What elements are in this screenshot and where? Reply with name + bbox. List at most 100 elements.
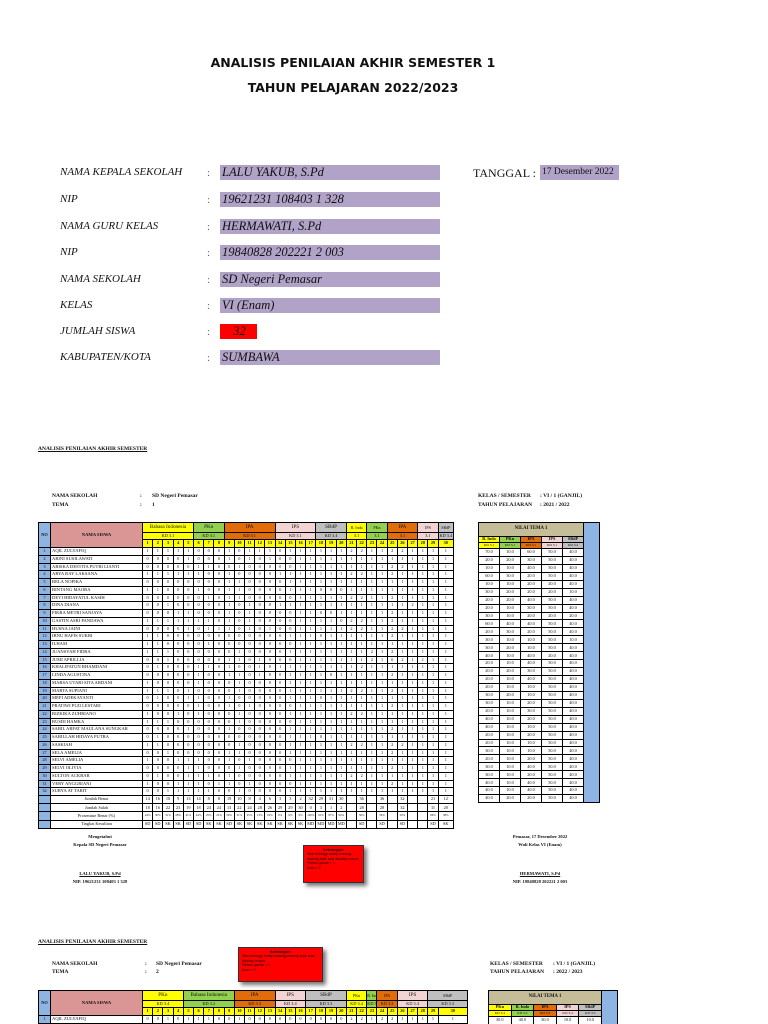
score-cell: 0 — [141, 601, 154, 610]
score-cell: 1 — [141, 686, 154, 696]
score-cell: 0 — [284, 554, 296, 564]
summary-value: 44% — [141, 811, 154, 821]
score-cell: 1 — [366, 616, 378, 626]
score-cell: 0 — [243, 578, 256, 587]
summary-value: SK — [274, 819, 286, 829]
item-number-header: 3 — [162, 539, 174, 548]
item-number-header: 15 — [284, 539, 296, 548]
student-name: SASKIAH — [50, 740, 143, 750]
score-cell: 0 — [152, 678, 164, 688]
nilai-value: 20.0 — [520, 571, 542, 581]
score-cell: 0 — [274, 779, 286, 789]
summary-value: 28% — [172, 811, 184, 821]
score-cell: 0 — [274, 787, 286, 796]
score-cell: 0 — [315, 609, 327, 618]
student-no: 6 — [38, 585, 51, 595]
score-cell: 0 — [243, 740, 256, 750]
score-cell: 1 — [407, 585, 419, 595]
score-cell: 1 — [223, 655, 235, 665]
nilai-row: 20.0 10.0 20.0 50.0 40.0 — [478, 730, 600, 740]
nilai-value: 20.0 — [478, 603, 500, 613]
nilai-row: 30.0 20.0 20.0 20.0 10.0 — [478, 587, 600, 597]
nilai-value: 10.0 — [499, 675, 521, 684]
nilai-value: 20.0 — [499, 690, 521, 700]
score-cell: 1 — [141, 779, 154, 789]
item-number-header: 18 — [315, 1007, 327, 1016]
score-cell: 1 — [325, 771, 337, 781]
student-no: 24 — [38, 725, 51, 734]
score-cell: 0 — [335, 585, 347, 595]
score-cell: 0 — [315, 1015, 327, 1024]
score-cell: 1 — [437, 671, 455, 680]
nilai-value: 40.0 — [562, 667, 584, 676]
score-cell: 0 — [182, 601, 194, 610]
score-cell: 0 — [243, 655, 256, 665]
score-cell: 0 — [274, 609, 286, 618]
score-cell: 1 — [223, 748, 235, 758]
field-label-kelas: KELAS — [60, 299, 93, 311]
score-cell: 2 — [386, 647, 398, 657]
nilai-value: 10.0 — [499, 635, 521, 645]
section1-title: ANALISIS PENILAIAN AKHIR SEMESTER — [38, 446, 148, 452]
score-cell: 0 — [264, 779, 276, 789]
nilai-value: 30.0 — [478, 762, 500, 772]
score-cell: 2 — [386, 1015, 398, 1024]
score-cell: 1 — [376, 771, 388, 781]
score-cell: 2 — [386, 725, 398, 734]
nilai-value: 20.0 — [478, 706, 500, 716]
nilai-value: 40.0 — [478, 651, 500, 661]
score-cell: 1 — [203, 1015, 215, 1024]
summary-value: 25% — [203, 811, 215, 821]
score-cell: 0 — [152, 609, 164, 618]
score-cell: 1 — [335, 694, 347, 703]
score-cell: 1 — [366, 671, 378, 680]
keterangan-note-2: Keterangan: Nilai tertinggi setiap masin… — [238, 947, 323, 982]
score-cell: 0 — [223, 647, 235, 657]
student-row: 1 AQIL ZULYAFIQ 1 1 1 1 1 0 0 0 1 0 1 1 1 0 1 1 1 1 1 1 2 2 1 1 2 2… — [38, 547, 455, 556]
student-name: RUSDI HAMKA — [50, 717, 143, 727]
score-cell: 1 — [284, 740, 296, 750]
score-cell: 2 — [356, 686, 368, 696]
score-cell: 1 — [172, 756, 184, 765]
score-cell: 1 — [396, 709, 409, 719]
score-cell: 0 — [182, 593, 194, 603]
score-cell: 0 — [233, 624, 245, 634]
score-cell: 0 — [233, 725, 245, 734]
item-number-header: 5 — [182, 1007, 194, 1016]
score-cell: 1 — [223, 694, 235, 703]
score-cell: 1 — [203, 593, 215, 603]
score-cell: 1 — [366, 771, 378, 781]
score-cell: 1 — [233, 578, 245, 587]
summary-value: 21 — [427, 794, 439, 805]
item-number-header: 28 — [417, 539, 429, 548]
score-cell: 0 — [203, 678, 215, 688]
item-number-header: 4 — [172, 539, 184, 548]
student-row: 31 VERY ANGGRIANI 1 0 0 1 1 1 0 1 1 0 1 0 0 0 0 1 1 1 1 1 1 1 1 1… — [38, 779, 455, 789]
score-cell: 1 — [396, 694, 409, 703]
score-cell: 0 — [203, 655, 215, 665]
nilai-value: 20.0 — [499, 667, 521, 676]
score-cell: 1 — [233, 748, 245, 758]
score-cell: 1 — [407, 593, 419, 603]
kd-header: 3.1 — [417, 532, 439, 540]
summary-value: SK — [264, 819, 276, 829]
score-cell: 1 — [407, 764, 419, 773]
score-cell: 1 — [417, 717, 429, 727]
score-cell: 0 — [162, 709, 174, 719]
score-cell: 1 — [264, 624, 276, 634]
score-cell: 1 — [396, 663, 409, 672]
score-cell: 0 — [213, 686, 225, 696]
score-cell: 1 — [325, 593, 337, 603]
score-cell: 0 — [213, 593, 225, 603]
score-cell: 0 — [325, 1015, 337, 1024]
item-number-header: 27 — [407, 539, 419, 548]
score-cell: 1 — [366, 601, 378, 610]
score-cell: 0 — [264, 678, 276, 688]
score-cell: 1 — [437, 748, 455, 758]
score-cell: 1 — [376, 702, 388, 711]
field-value-nip: 19840828 202221 2 003 — [220, 245, 440, 260]
score-cell: 1 — [386, 709, 398, 719]
summary-value: 41% — [182, 811, 194, 821]
score-cell: 1 — [172, 547, 184, 556]
nilai-row: 40.0 10.0 20.0 50.0 40.0 — [478, 714, 600, 724]
